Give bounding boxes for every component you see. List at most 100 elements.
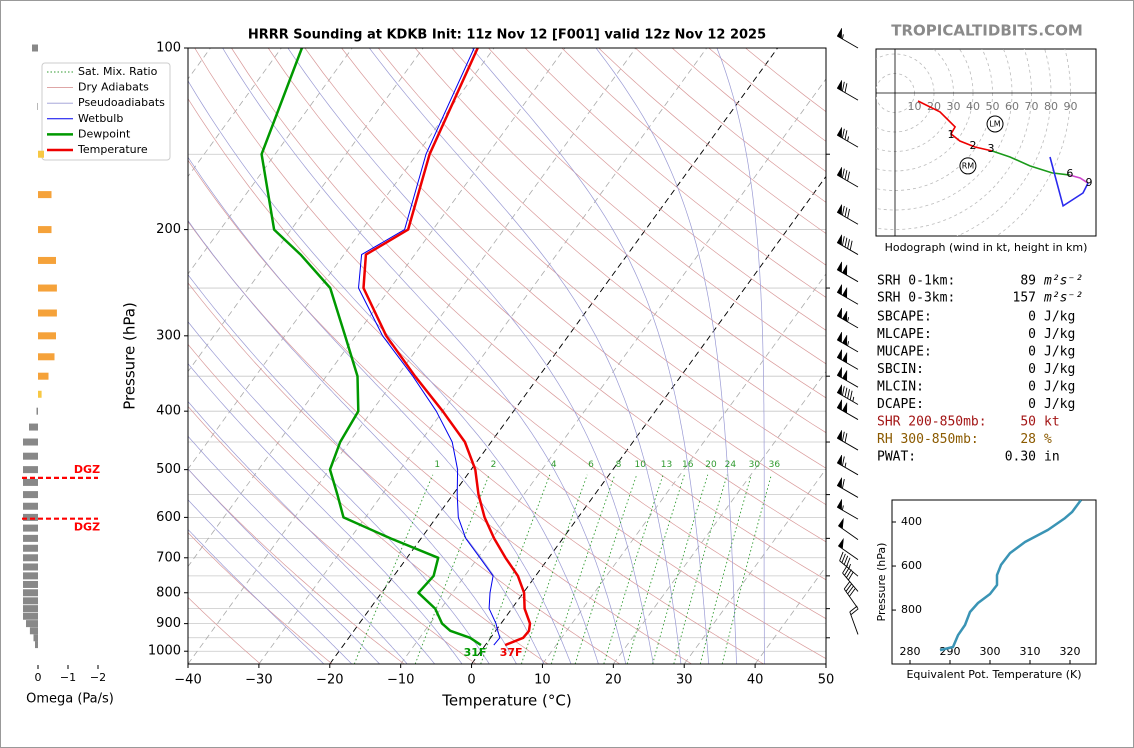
wind-barb [842,564,859,592]
dry-adiabat [188,468,405,664]
stat-unit: J/kg [1044,345,1075,360]
wind-barb [843,581,859,609]
wind-barb-flag [836,307,848,322]
y-tick-label: 1000 [148,644,181,659]
dry-adiabat [188,532,333,664]
stat-value: 0 [1028,327,1036,342]
isotherm [258,48,708,664]
wind-barb [836,205,859,225]
height-label: 2 [970,139,977,152]
wind-barb [849,605,859,635]
hodograph-caption: Hodograph (wind in kt, height in km) [885,241,1088,254]
x-tick-label: −30 [245,673,272,688]
stat-unit: m²s⁻² [1043,274,1083,289]
pseudoadiabat [595,48,737,664]
dry-adiabat [414,48,826,399]
stats-panel: SRH 0-1km: 89 m²s⁻² SRH 0-3km: 157 m²s⁻² SBCAP… [877,274,1083,465]
isotherm [188,48,566,568]
theta-e-line [939,500,1083,652]
mixing-ratio-label: 30 [749,460,761,470]
omega-bar [36,407,38,415]
y-tick-label: 200 [156,222,181,237]
x-tick-label: 10 [534,673,551,688]
stat-unit: J/kg [1044,397,1075,412]
mixing-ratio-line [626,474,685,664]
legend-label: Pseudoadiabats [78,96,165,109]
mixing-ratio-label: 10 [635,460,647,470]
omega-bar [29,627,38,635]
omega-bar [23,491,38,499]
stat-label: MUCAPE: [877,345,932,360]
highlight-isotherm [329,48,778,664]
pseudoadiabat [287,48,654,664]
omega-bar [23,466,38,474]
x-axis-label: Omega (Pa/s) [26,692,114,707]
x-tick-label: −40 [174,673,201,688]
wind-barb-flag [836,331,848,346]
wind-barb [836,128,859,148]
stat-unit: m²s⁻² [1043,291,1083,306]
x-tick-label: −1 [60,671,76,684]
profile-line [358,48,501,646]
dry-adiabat [188,596,261,664]
profile-line [362,48,532,647]
omega-bar [38,332,56,340]
isotherm [188,48,495,470]
omega-bar [38,191,52,199]
isotherm [188,48,353,275]
wind-barb-flag [836,283,848,299]
x-tick-label: 40 [747,673,764,688]
mixing-ratio-line [574,474,638,664]
omega-bar [23,597,38,605]
mixing-ratio-label: 1 [434,460,440,470]
mixing-ratio-label: 36 [769,460,781,470]
omega-bar [38,309,57,317]
x-tick-label: 0 [35,671,42,684]
mixing-ratio-label: 13 [661,460,672,470]
stat-value: 0 [1028,362,1036,377]
stat-label: SRH 0-3km: [877,291,955,306]
dry-adiabat [231,48,826,581]
dry-adiabat [451,48,826,365]
omega-bar [23,478,38,486]
ring-label: 90 [1064,100,1078,113]
y-tick-label: 700 [156,550,181,565]
stat-unit: J/kg [1044,327,1075,342]
stat-label: RH 300-850mb: [877,432,979,447]
x-tick-label: −20 [316,673,343,688]
wind-barb-flag [836,27,842,39]
storm-motion-label: LM [989,120,1000,129]
mixing-ratio-label: 20 [705,460,717,470]
x-tick-label: 50 [818,673,835,688]
x-tick-label: −2 [90,671,106,684]
dry-adiabat [188,282,621,664]
stat-label: DCAPE: [877,397,924,412]
x-tick-label: 30 [676,673,693,688]
profile-line [260,48,482,647]
surface-label: 37F [500,646,523,659]
pseudoadiabat [222,48,627,664]
legend-label: Dewpoint [78,127,131,140]
wind-barb-flag [836,498,842,511]
legend-label: Sat. Mix. Ratio [78,65,158,78]
pseudoadiabat [188,401,435,664]
x-axis-label: Equivalent Pot. Temperature (K) [906,668,1081,681]
hodograph-area: 10 20 30 40 50 60 70 80 90 1 2 3 69 LM RM [876,49,1096,236]
mixing-ratio-label: 8 [616,460,622,470]
omega-bar [23,452,38,460]
wind-barb [836,386,859,405]
mixing-ratio-line [699,474,752,664]
stat-value: 0 [1028,310,1036,325]
wind-barb-flag [837,537,844,550]
dgz-label: DGZ [74,463,100,476]
dry-adiabat [267,48,826,543]
mixing-ratio-line [550,474,616,664]
stat-label: PWAT: [877,450,916,465]
wind-barb-flag [837,517,844,530]
y-axis-label: Pressure (hPa) [875,543,888,622]
stat-value: 157 [1013,291,1036,306]
surface-label: 31F [464,646,487,659]
isotherm [188,48,637,664]
pseudoadiabat [188,80,599,664]
wind-barb-flag [836,476,842,489]
